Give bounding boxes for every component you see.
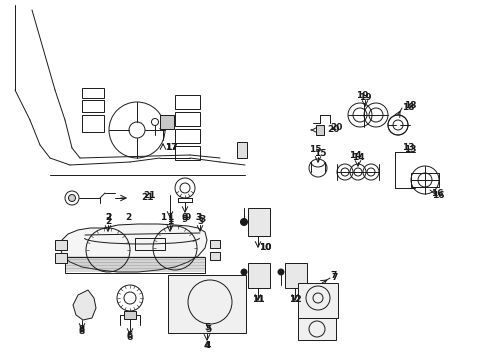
Text: 1: 1	[166, 216, 173, 225]
Text: 3: 3	[195, 213, 201, 222]
Text: 6: 6	[126, 330, 133, 339]
Text: 2: 2	[104, 213, 111, 222]
Text: 12: 12	[288, 296, 301, 305]
Text: 13: 13	[403, 145, 415, 154]
Bar	[410, 173, 438, 187]
Text: 5: 5	[204, 325, 211, 334]
Text: 10: 10	[258, 243, 271, 252]
Text: 17: 17	[164, 144, 177, 153]
Text: 3: 3	[197, 217, 203, 226]
Text: 19: 19	[358, 94, 370, 103]
Bar	[247, 263, 269, 288]
Text: 12: 12	[288, 296, 301, 305]
Text: 16: 16	[430, 189, 442, 198]
Text: 11: 11	[251, 296, 264, 305]
Bar	[82, 88, 104, 98]
Text: 13: 13	[401, 144, 413, 153]
Text: 18: 18	[401, 104, 413, 112]
Text: 9: 9	[182, 216, 188, 225]
Text: 2: 2	[104, 217, 111, 226]
Text: 20: 20	[329, 123, 342, 132]
Bar	[175, 95, 200, 109]
Text: 14: 14	[348, 150, 361, 159]
Bar	[55, 253, 67, 263]
Bar	[55, 240, 67, 250]
Bar	[65, 257, 204, 273]
Text: 16: 16	[431, 190, 443, 199]
Text: 20: 20	[326, 126, 339, 135]
Text: 15: 15	[313, 148, 325, 158]
Text: 9: 9	[182, 213, 188, 222]
Text: 19: 19	[355, 90, 367, 99]
Text: 7: 7	[330, 271, 337, 280]
Bar	[297, 318, 335, 340]
Bar	[135, 238, 164, 250]
Polygon shape	[60, 224, 206, 272]
Text: 17: 17	[164, 144, 177, 153]
Text: 1: 1	[166, 213, 173, 222]
Bar	[315, 125, 324, 135]
Circle shape	[278, 269, 284, 275]
Bar	[82, 100, 104, 112]
Text: 10: 10	[258, 243, 271, 252]
Text: 1: 1	[166, 217, 173, 226]
Text: 21: 21	[142, 194, 154, 202]
Text: 1: 1	[160, 213, 166, 222]
Bar	[175, 146, 200, 160]
Text: 3: 3	[196, 213, 202, 222]
Text: 4: 4	[204, 342, 211, 351]
Bar	[297, 283, 337, 318]
Circle shape	[241, 269, 246, 275]
Bar	[209, 252, 220, 260]
Text: 18: 18	[403, 100, 415, 109]
Bar	[209, 240, 220, 248]
Bar	[175, 112, 200, 126]
Bar	[124, 311, 136, 319]
Circle shape	[240, 219, 247, 225]
Bar	[160, 115, 174, 129]
Text: 17: 17	[164, 144, 177, 153]
Text: 21: 21	[143, 190, 156, 199]
Text: 11: 11	[251, 296, 264, 305]
Bar	[247, 208, 269, 236]
Text: 2: 2	[124, 213, 131, 222]
Text: 5: 5	[203, 324, 210, 333]
Bar	[237, 142, 246, 158]
Text: 4: 4	[203, 341, 210, 350]
Bar	[285, 263, 306, 288]
Text: 3: 3	[199, 216, 204, 225]
Polygon shape	[73, 290, 96, 320]
Text: 15: 15	[308, 145, 321, 154]
Text: 14: 14	[351, 153, 364, 162]
Text: 7: 7	[331, 274, 338, 283]
Circle shape	[68, 194, 75, 202]
Text: 8: 8	[79, 325, 85, 334]
Text: 6: 6	[126, 333, 133, 342]
Text: 2: 2	[104, 213, 111, 222]
Text: 9: 9	[184, 213, 191, 222]
Text: 8: 8	[79, 328, 85, 337]
Bar	[175, 129, 200, 143]
Bar	[168, 275, 245, 333]
Bar	[82, 115, 104, 132]
